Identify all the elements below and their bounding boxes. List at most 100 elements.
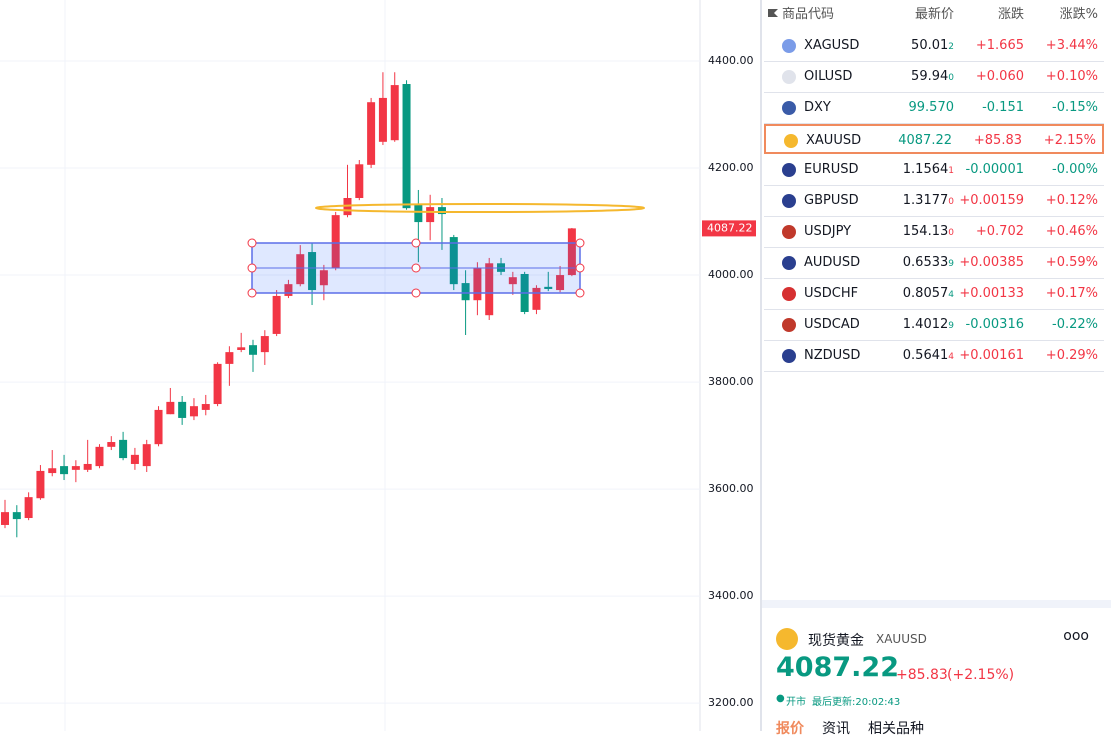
symbol: EURUSD: [804, 162, 859, 177]
candle-body: [508, 277, 517, 285]
symbol-icon: [782, 101, 796, 115]
candle-body: [260, 336, 269, 353]
symbol-icon: [784, 134, 798, 148]
y-tick-label: 3200.00: [708, 696, 754, 709]
symbol-icon: [782, 225, 796, 239]
watchlist-header: 商品代码 最新价 涨跌 涨跌%: [764, 0, 1104, 30]
watchlist-row[interactable]: EURUSD 1.15641 -0.00001 -0.00%: [764, 155, 1104, 186]
price: 99.570: [908, 100, 955, 115]
candle-body: [367, 102, 376, 165]
y-tick-label: 3800.00: [708, 375, 754, 388]
symbol: USDCHF: [804, 286, 859, 301]
col-header: 涨跌: [997, 7, 1024, 22]
quote-price: 4087.22: [776, 652, 899, 683]
candle-body: [485, 263, 494, 316]
price-cell: 1.40129: [903, 310, 954, 341]
menu-button[interactable]: ooo: [1063, 628, 1089, 644]
watchlist-row[interactable]: USDCHF 0.80574 +0.00133 +0.17%: [764, 279, 1104, 310]
candle-body: [355, 164, 364, 199]
candle-body: [319, 270, 328, 286]
price: 1.3177: [902, 193, 949, 208]
price-tail: 9: [948, 321, 954, 331]
candle-body: [213, 363, 222, 405]
candle-body: [24, 497, 33, 519]
candle-body: [60, 466, 69, 475]
change: +0.00133: [959, 286, 1024, 301]
price-cell: 1.31770: [903, 186, 954, 217]
candle-body: [119, 439, 128, 459]
watchlist-row[interactable]: OILUSD 59.940 +0.060 +0.10%: [764, 62, 1104, 93]
candle-body: [426, 207, 435, 223]
candle-body: [272, 295, 281, 334]
price: 154.13: [902, 224, 949, 239]
candle-body: [249, 345, 258, 355]
candle-body: [284, 284, 293, 296]
col-header: 最新价: [914, 7, 954, 22]
change-pct: +0.12%: [1045, 193, 1098, 208]
price-cell: 0.80574: [903, 279, 954, 310]
candle-body: [437, 207, 446, 215]
candle-body: [142, 444, 151, 467]
change: -0.00316: [965, 317, 1024, 332]
side-panel: 商品代码 最新价 涨跌 涨跌% XAGUSD 50.012 +1.665 +3.44%…: [760, 0, 1111, 737]
watchlist-row[interactable]: XAGUSD 50.012 +1.665 +3.44%: [764, 31, 1104, 62]
symbol-icon: [782, 70, 796, 84]
candle-body: [449, 237, 458, 285]
candle-body: [130, 454, 139, 464]
change: +0.00159: [959, 193, 1024, 208]
price: 1.4012: [902, 317, 949, 332]
tab[interactable]: 资讯: [822, 721, 850, 737]
y-tick-label: 4000.00: [708, 268, 754, 281]
candle-body: [331, 215, 340, 269]
change: +85.83: [973, 133, 1022, 148]
candle-body: [95, 446, 104, 467]
change-pct: +2.15%: [1043, 133, 1096, 148]
price-tail: 2: [948, 42, 954, 52]
change-pct: +0.10%: [1045, 69, 1098, 84]
y-tick-label: 3400.00: [708, 589, 754, 602]
candle-body: [178, 401, 187, 418]
watchlist-row[interactable]: GBPUSD 1.31770 +0.00159 +0.12%: [764, 186, 1104, 217]
quote-name: 现货黄金: [808, 633, 864, 649]
candle-body: [402, 84, 411, 209]
price-cell: 0.65339: [903, 248, 954, 279]
candle-body: [225, 352, 234, 364]
status-dot: ●: [776, 693, 785, 704]
price-tail: 0: [948, 73, 954, 83]
ellipse-drawing[interactable]: [315, 203, 645, 213]
candle-body: [532, 287, 541, 310]
price: 1.1564: [902, 162, 949, 177]
price-cell: 99.570: [909, 93, 955, 123]
price-tail: 4: [948, 352, 954, 362]
candle-body: [166, 401, 175, 415]
symbol: AUDUSD: [804, 255, 861, 270]
watchlist-row[interactable]: XAUUSD 4087.22 +85.83 +2.15%: [764, 124, 1104, 154]
watchlist-row[interactable]: USDJPY 154.130 +0.702 +0.46%: [764, 217, 1104, 248]
y-tick-label: 4400.00: [708, 54, 754, 67]
watchlist-row[interactable]: USDCAD 1.40129 -0.00316 -0.22%: [764, 310, 1104, 341]
watchlist-row[interactable]: NZDUSD 0.56414 +0.00161 +0.29%: [764, 341, 1104, 372]
price-cell: 59.940: [911, 62, 954, 93]
symbol: USDCAD: [804, 317, 860, 332]
handles: [247, 238, 585, 298]
last-price-badge: [702, 220, 756, 237]
change: -0.151: [982, 100, 1024, 115]
tab[interactable]: 报价: [776, 721, 804, 737]
change: +0.00161: [959, 348, 1024, 363]
symbol: GBPUSD: [804, 193, 859, 208]
candle-body: [107, 442, 116, 447]
candle-body: [71, 466, 80, 470]
watchlist-row[interactable]: AUDUSD 0.65339 +0.00385 +0.59%: [764, 248, 1104, 279]
price-tail: 9: [948, 259, 954, 269]
tab[interactable]: 相关品种: [868, 721, 924, 737]
candle-body: [296, 254, 305, 285]
symbol: XAUUSD: [806, 133, 862, 148]
candle-body: [567, 228, 576, 276]
price: 0.8057: [902, 286, 949, 301]
price-cell: 1.15641: [903, 155, 954, 186]
candle-body: [544, 286, 553, 289]
candle-body: [556, 275, 565, 291]
watchlist-row[interactable]: DXY 99.570 -0.151 -0.15%: [764, 93, 1104, 124]
candle-body: [189, 406, 198, 417]
market-status: 开市: [786, 697, 806, 708]
